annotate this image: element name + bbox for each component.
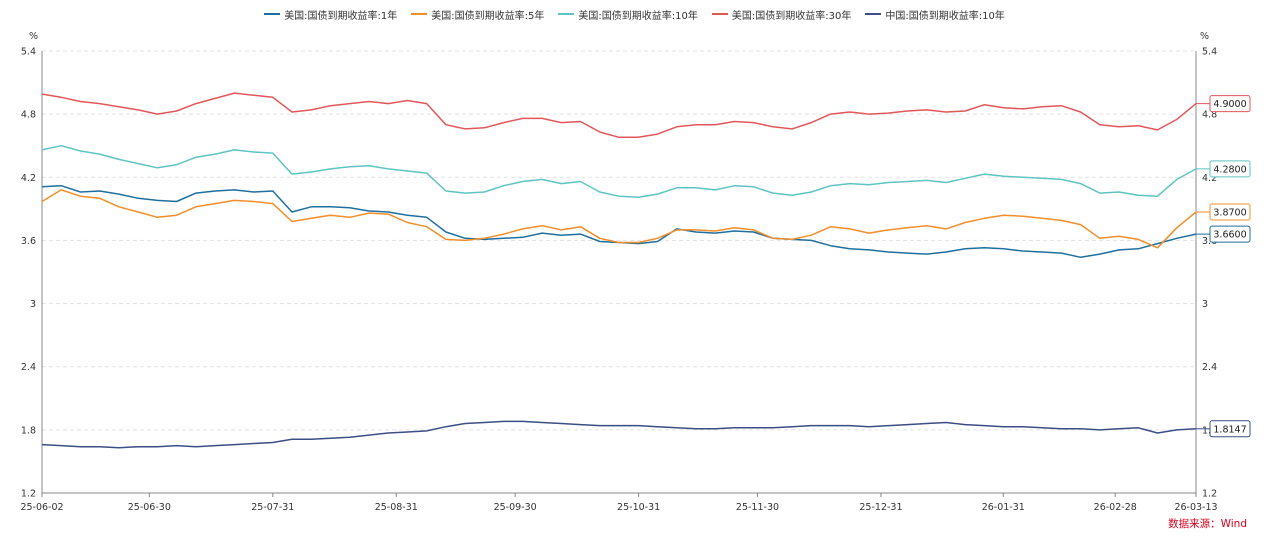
x-tick-label: 26-02-28 <box>1094 502 1137 513</box>
end-label-box <box>1209 203 1251 221</box>
x-tick-label: 25-09-30 <box>494 502 537 513</box>
x-tick-label: 26-03-13 <box>1174 502 1217 513</box>
legend-swatch <box>711 13 728 15</box>
y-tick-label-right: 2.4 <box>1202 362 1217 373</box>
y-tick-label-left: 2.4 <box>21 362 36 373</box>
end-label-box <box>1209 160 1251 178</box>
end-label-value: 1.8147 <box>1213 424 1246 435</box>
end-label-value: 4.2800 <box>1213 164 1246 175</box>
legend-label: 美国:国债到期收益率:5年 <box>431 10 545 22</box>
y-unit-right: % <box>1200 31 1209 42</box>
x-tick-label: 25-07-31 <box>251 502 294 513</box>
legend-item-1[interactable]: 美国:国债到期收益率:5年 <box>411 4 544 24</box>
legend-label: 美国:国债到期收益率:10年 <box>578 10 698 22</box>
y-tick-label-right: 5.4 <box>1202 47 1217 58</box>
legend-swatch <box>264 13 281 15</box>
y-tick-label-right: 1.2 <box>1202 489 1217 500</box>
x-tick-label: 25-06-30 <box>128 502 171 513</box>
x-tick-label: 25-12-31 <box>859 502 902 513</box>
y-unit-left: % <box>29 31 38 42</box>
series-line-4 <box>41 420 1197 449</box>
x-tick-label: 25-06-02 <box>20 502 63 513</box>
legend-item-4[interactable]: 中国:国债到期收益率:10年 <box>865 4 1005 24</box>
y-tick-label-left: 1.2 <box>21 489 36 500</box>
legend-label: 美国:国债到期收益率:30年 <box>731 10 852 22</box>
series-line-2 <box>41 144 1197 199</box>
legend-item-3[interactable]: 美国:国债到期收益率:30年 <box>711 4 852 24</box>
legend-item-0[interactable]: 美国:国债到期收益率:1年 <box>264 4 397 24</box>
y-tick-label-right: 4.8 <box>1202 110 1217 121</box>
x-tick-label: 25-11-30 <box>736 502 779 513</box>
legend-swatch <box>558 13 575 15</box>
y-tick-label-right: 3.6 <box>1202 236 1217 247</box>
end-label-value: 3.8700 <box>1213 208 1246 219</box>
legend-swatch <box>865 13 882 15</box>
x-tick-label: 25-10-31 <box>617 502 660 513</box>
end-label-box <box>1209 225 1251 243</box>
y-tick-label-left: 4.8 <box>21 110 36 121</box>
chart-legend: 美国:国债到期收益率:1年 美国:国债到期收益率:5年 美国:国债到期收益率:10年… <box>0 4 1269 24</box>
y-tick-label-left: 5.4 <box>21 47 36 58</box>
end-label-box <box>1209 420 1251 438</box>
end-label-value: 4.9000 <box>1213 99 1246 110</box>
y-tick-label-left: 3.6 <box>21 236 36 247</box>
end-label-box <box>1209 95 1251 113</box>
y-tick-label-left: 4.2 <box>21 173 36 184</box>
legend-swatch <box>411 13 428 15</box>
x-tick-label: 25-08-31 <box>375 502 418 513</box>
series-line-3 <box>41 92 1197 139</box>
data-source: 数据来源：Wind <box>1168 518 1247 530</box>
y-tick-label-left: 3 <box>30 299 36 310</box>
y-tick-label-left: 1.8 <box>21 425 36 436</box>
series-line-1 <box>41 189 1197 249</box>
x-tick-label: 26-01-31 <box>982 502 1025 513</box>
legend-label: 美国:国债到期收益率:1年 <box>284 10 398 22</box>
y-tick-label-right: 3 <box>1202 299 1208 310</box>
y-tick-label-right: 4.2 <box>1202 173 1217 184</box>
legend-item-2[interactable]: 美国:国债到期收益率:10年 <box>558 4 698 24</box>
end-label-value: 3.6600 <box>1213 230 1246 241</box>
legend-label: 中国:国债到期收益率:10年 <box>885 10 1005 22</box>
